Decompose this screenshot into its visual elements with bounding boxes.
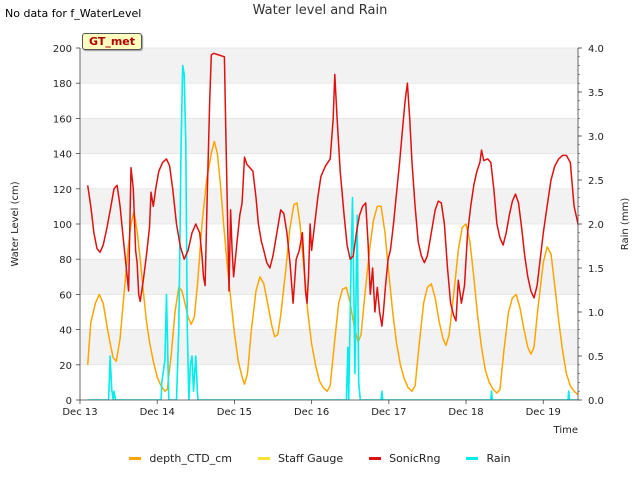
y-tick-label: 40 — [59, 326, 72, 337]
x-tick-label: Dec 17 — [371, 407, 406, 418]
y-tick-label: 200 — [53, 44, 72, 55]
legend-item-depth: depth_CTD_cm — [129, 452, 232, 465]
legend-swatch-sonicrng — [369, 457, 382, 460]
y-tick-label: 100 — [53, 220, 72, 231]
chart-title: Water level and Rain — [252, 3, 388, 18]
legend-label-rain: Rain — [486, 452, 511, 465]
y2-tick-label: 4.0 — [588, 44, 604, 55]
y2-tick-label: 2.5 — [588, 176, 604, 187]
y-tick-label: 80 — [59, 255, 72, 266]
x-tick-label: Dec 16 — [294, 407, 329, 418]
legend-swatch-depth — [129, 457, 142, 460]
legend-swatch-rain — [466, 457, 479, 460]
grid-band — [80, 259, 578, 295]
y-tick-label: 20 — [59, 361, 72, 372]
legend-swatch-staff-gauge — [257, 457, 270, 460]
grid-bands — [80, 47, 578, 401]
grid-band — [80, 329, 578, 365]
x-tick-label: Dec 14 — [140, 407, 175, 418]
grid-band — [80, 118, 578, 154]
series-line-sonicrng — [86, 52, 578, 327]
y-tick-label: 160 — [53, 114, 72, 125]
legend-item-rain: Rain — [466, 452, 511, 465]
legend-label-sonicrng: SonicRng — [389, 452, 441, 465]
right-axis-ticks: 0.0 0.5 1.0 1.5 2.0 2.5 3.0 3.5 4.0 — [578, 44, 604, 407]
legend-label-depth: depth_CTD_cm — [149, 452, 232, 465]
series-line-depth-ctd-cm — [86, 140, 578, 396]
y-tick-label: 140 — [53, 150, 72, 161]
y2-tick-label: 3.5 — [588, 88, 604, 99]
y-tick-label: 180 — [53, 79, 72, 90]
x-tick-label: Dec 18 — [448, 407, 483, 418]
y2-tick-label: 0.5 — [588, 352, 604, 363]
series-layer — [86, 52, 578, 400]
bottom-axis-ticks: Dec 13 Dec 14 Dec 15 Dec 16 Dec 17 Dec 18 Dec … — [62, 400, 561, 418]
legend-item-staff-gauge: Staff Gauge — [257, 452, 344, 465]
y-tick-label: 0 — [66, 396, 72, 407]
y2-tick-label: 0.0 — [588, 396, 604, 407]
x-tick-label: Dec 19 — [526, 407, 561, 418]
series-line-rain — [87, 64, 578, 400]
y2-tick-label: 3.0 — [588, 132, 604, 143]
y-tick-label: 60 — [59, 290, 72, 301]
x-tick-label: Dec 15 — [217, 407, 252, 418]
grid-band — [80, 48, 578, 84]
x-axis-label: Time — [553, 425, 578, 436]
legend-item-sonicrng: SonicRng — [369, 452, 440, 465]
x-tick-label: Dec 13 — [62, 407, 97, 418]
site-badge: GT_met — [82, 33, 143, 50]
y2-tick-label: 1.5 — [588, 264, 604, 275]
y2-tick-label: 1.0 — [588, 308, 604, 319]
y-axis-label: Water Level (cm) — [10, 181, 21, 266]
no-data-note: No data for f_WaterLevel — [5, 7, 142, 20]
y2-tick-label: 2.0 — [588, 220, 604, 231]
y-tick-label: 120 — [53, 185, 72, 196]
legend: depth_CTD_cm Staff Gauge SonicRng Rain — [0, 452, 640, 465]
y2-axis-label: Rain (mm) — [620, 198, 631, 251]
left-axis-ticks: 0 20 40 60 80 100 120 140 160 180 200 — [53, 44, 80, 407]
legend-label-staff-gauge: Staff Gauge — [277, 452, 344, 465]
